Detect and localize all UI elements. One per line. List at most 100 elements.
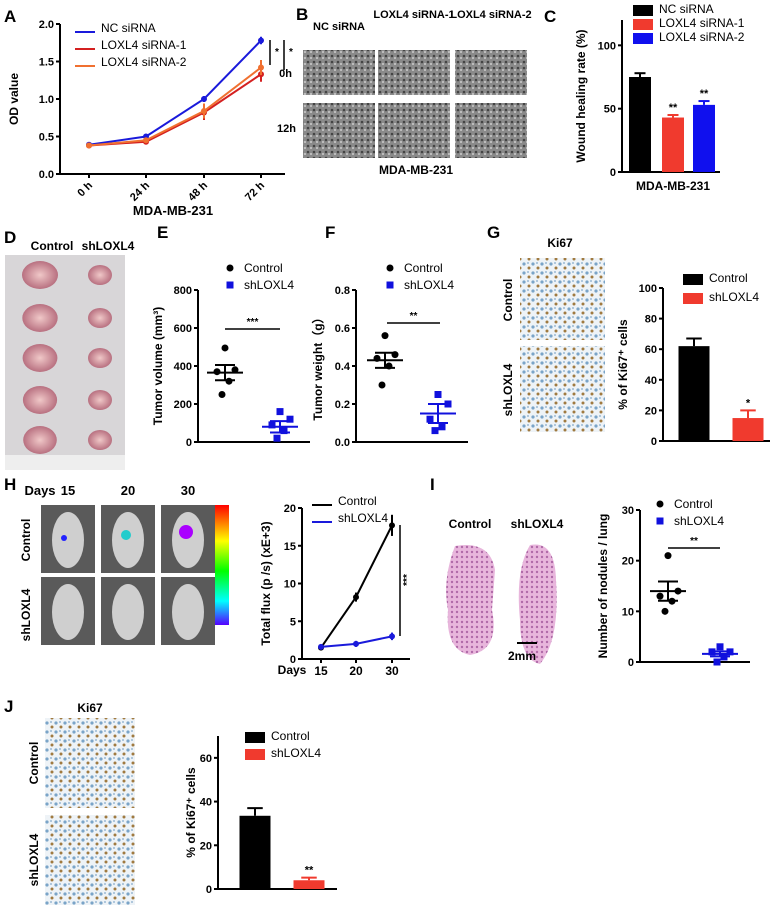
significance-label: ** <box>305 865 314 877</box>
wound-image <box>303 50 375 95</box>
significance-label: ** <box>690 536 698 547</box>
column-label: NC siRNA <box>313 21 365 33</box>
y-tick-label: 0.8 <box>335 285 350 297</box>
chart-J: 0 20 40 60% of Ki67⁺ cells Control ** shLOXL4 <box>184 729 337 896</box>
significance-label: * <box>289 47 293 58</box>
legend-label: NC siRNA <box>659 2 714 16</box>
color-scale-bar <box>215 505 229 625</box>
tumor-shloxl4 <box>88 348 112 368</box>
panel-label-J: J <box>4 697 13 716</box>
wound-image <box>303 103 375 158</box>
data-point <box>231 366 239 374</box>
legend-label: LOXL4 siRNA-2 <box>659 30 745 44</box>
legend-marker <box>226 264 234 272</box>
y-tick-label: 0 <box>610 167 616 179</box>
bar <box>678 346 710 441</box>
column-label: Control <box>449 517 492 531</box>
wound-image <box>455 103 527 158</box>
bar <box>239 815 271 889</box>
panel-label-A: A <box>4 7 16 26</box>
scale-label: 2mm <box>508 649 536 663</box>
chart-G: 0 20 40 60 80 100 % of Ki67⁺ cells Control * shLO… <box>616 271 770 448</box>
legend-label: shLOXL4 <box>709 290 759 304</box>
x-axis-label: MDA-MB-231 <box>379 163 453 177</box>
tumor-control <box>23 426 57 454</box>
y-tick-label: 40 <box>200 797 212 809</box>
panel-label-I: I <box>430 475 435 494</box>
data-point <box>286 415 294 423</box>
y-tick-label: 20 <box>200 840 212 852</box>
mouse <box>112 512 144 568</box>
data-point <box>86 142 92 149</box>
x-tick-label: 24 h <box>128 179 152 203</box>
data-point <box>656 592 664 600</box>
data-point <box>143 137 149 144</box>
series-line <box>320 524 393 649</box>
y-tick-label: 100 <box>639 283 657 295</box>
y-axis-label: % of Ki67⁺ cells <box>616 319 630 410</box>
series-line <box>88 39 262 146</box>
y-tick-label: 100 <box>598 40 616 52</box>
data-point <box>318 643 324 650</box>
legend-label: Control <box>674 497 713 511</box>
panel-label-F: F <box>325 223 335 242</box>
image-title: Ki67 <box>77 701 103 715</box>
y-tick-label: 80 <box>645 314 657 326</box>
y-tick-label: 600 <box>174 323 192 335</box>
chart-A: 0.0 0.5 1.0 1.5 2.0 OD value 0 h 24 h 48 h 72 h MD… <box>7 19 293 218</box>
ki67-image-control <box>45 718 135 808</box>
y-axis-label: OD value <box>7 73 21 125</box>
chart-C: 0 50 100 Wound healing rate (%) MDA-MB-231 NC… <box>574 2 745 193</box>
legend-label: Control <box>271 729 310 743</box>
y-tick-label: 20 <box>622 556 634 568</box>
data-point <box>268 421 276 429</box>
y-tick-label: 0 <box>290 654 296 666</box>
legend-label: shLOXL4 <box>271 746 321 760</box>
ki67-image-control <box>520 258 605 340</box>
legend-swatch <box>683 274 703 285</box>
wound-image <box>378 103 450 158</box>
legend-swatch <box>683 293 703 304</box>
bar <box>693 104 715 172</box>
ruler <box>5 455 125 470</box>
y-tick-label: 10 <box>284 579 296 591</box>
mouse <box>52 584 84 640</box>
legend-swatch <box>633 5 653 16</box>
series-line <box>88 73 262 147</box>
y-tick-label: 50 <box>604 104 616 116</box>
y-tick-label: 0.2 <box>335 399 350 411</box>
mouse <box>172 584 204 640</box>
y-tick-label: 800 <box>174 285 192 297</box>
legend-label: Control <box>244 261 283 275</box>
image-title: Ki67 <box>547 236 573 250</box>
data-point <box>661 607 669 615</box>
data-point <box>201 96 207 102</box>
significance-label: * <box>746 397 751 409</box>
chart-E: 0 200 400 600 800 Tumor volume (mm³) Control sh… <box>151 261 310 449</box>
panel-label-D: D <box>4 228 16 247</box>
legend-label: Control <box>709 271 748 285</box>
x-axis-label: MDA-MB-231 <box>636 179 710 193</box>
ki67-image-shloxl4 <box>520 346 605 432</box>
x-tick-label: 48 h <box>186 179 210 203</box>
y-tick-label: 400 <box>174 361 192 373</box>
chart-I: 0 10 20 30 Number of nodules / lung Control sh… <box>596 497 750 669</box>
data-point <box>273 434 281 442</box>
row-label: Control <box>27 742 41 785</box>
y-tick-label: 5 <box>290 616 296 628</box>
legend-label: shLOXL4 <box>404 278 454 292</box>
wound-image <box>455 50 527 95</box>
day-label: 15 <box>61 483 75 498</box>
data-point <box>716 643 724 651</box>
bar <box>293 880 325 889</box>
bioluminescence-signal <box>61 535 67 541</box>
y-tick-label: 0 <box>628 657 634 669</box>
panel-label-G: G <box>487 223 500 242</box>
data-point <box>280 427 288 435</box>
significance-label: ** <box>700 88 709 100</box>
y-tick-label: 15 <box>284 541 296 553</box>
significance-label: ** <box>669 102 678 114</box>
y-tick-label: 1.0 <box>39 94 54 106</box>
panel-label-C: C <box>544 7 556 26</box>
